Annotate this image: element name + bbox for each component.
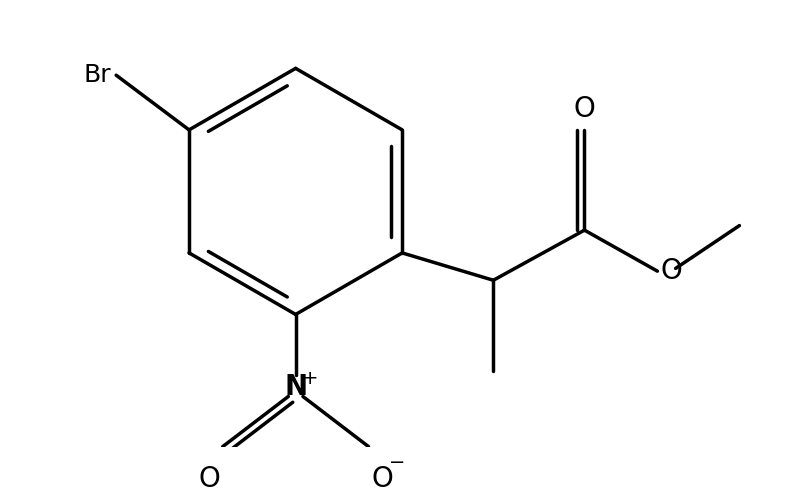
Text: +: + [302, 369, 318, 388]
Text: O: O [660, 257, 682, 285]
Text: N: N [284, 373, 307, 401]
Text: −: − [389, 453, 405, 472]
Text: O: O [371, 465, 393, 490]
Text: Br: Br [84, 63, 112, 87]
Text: O: O [198, 465, 220, 490]
Text: O: O [573, 95, 595, 122]
